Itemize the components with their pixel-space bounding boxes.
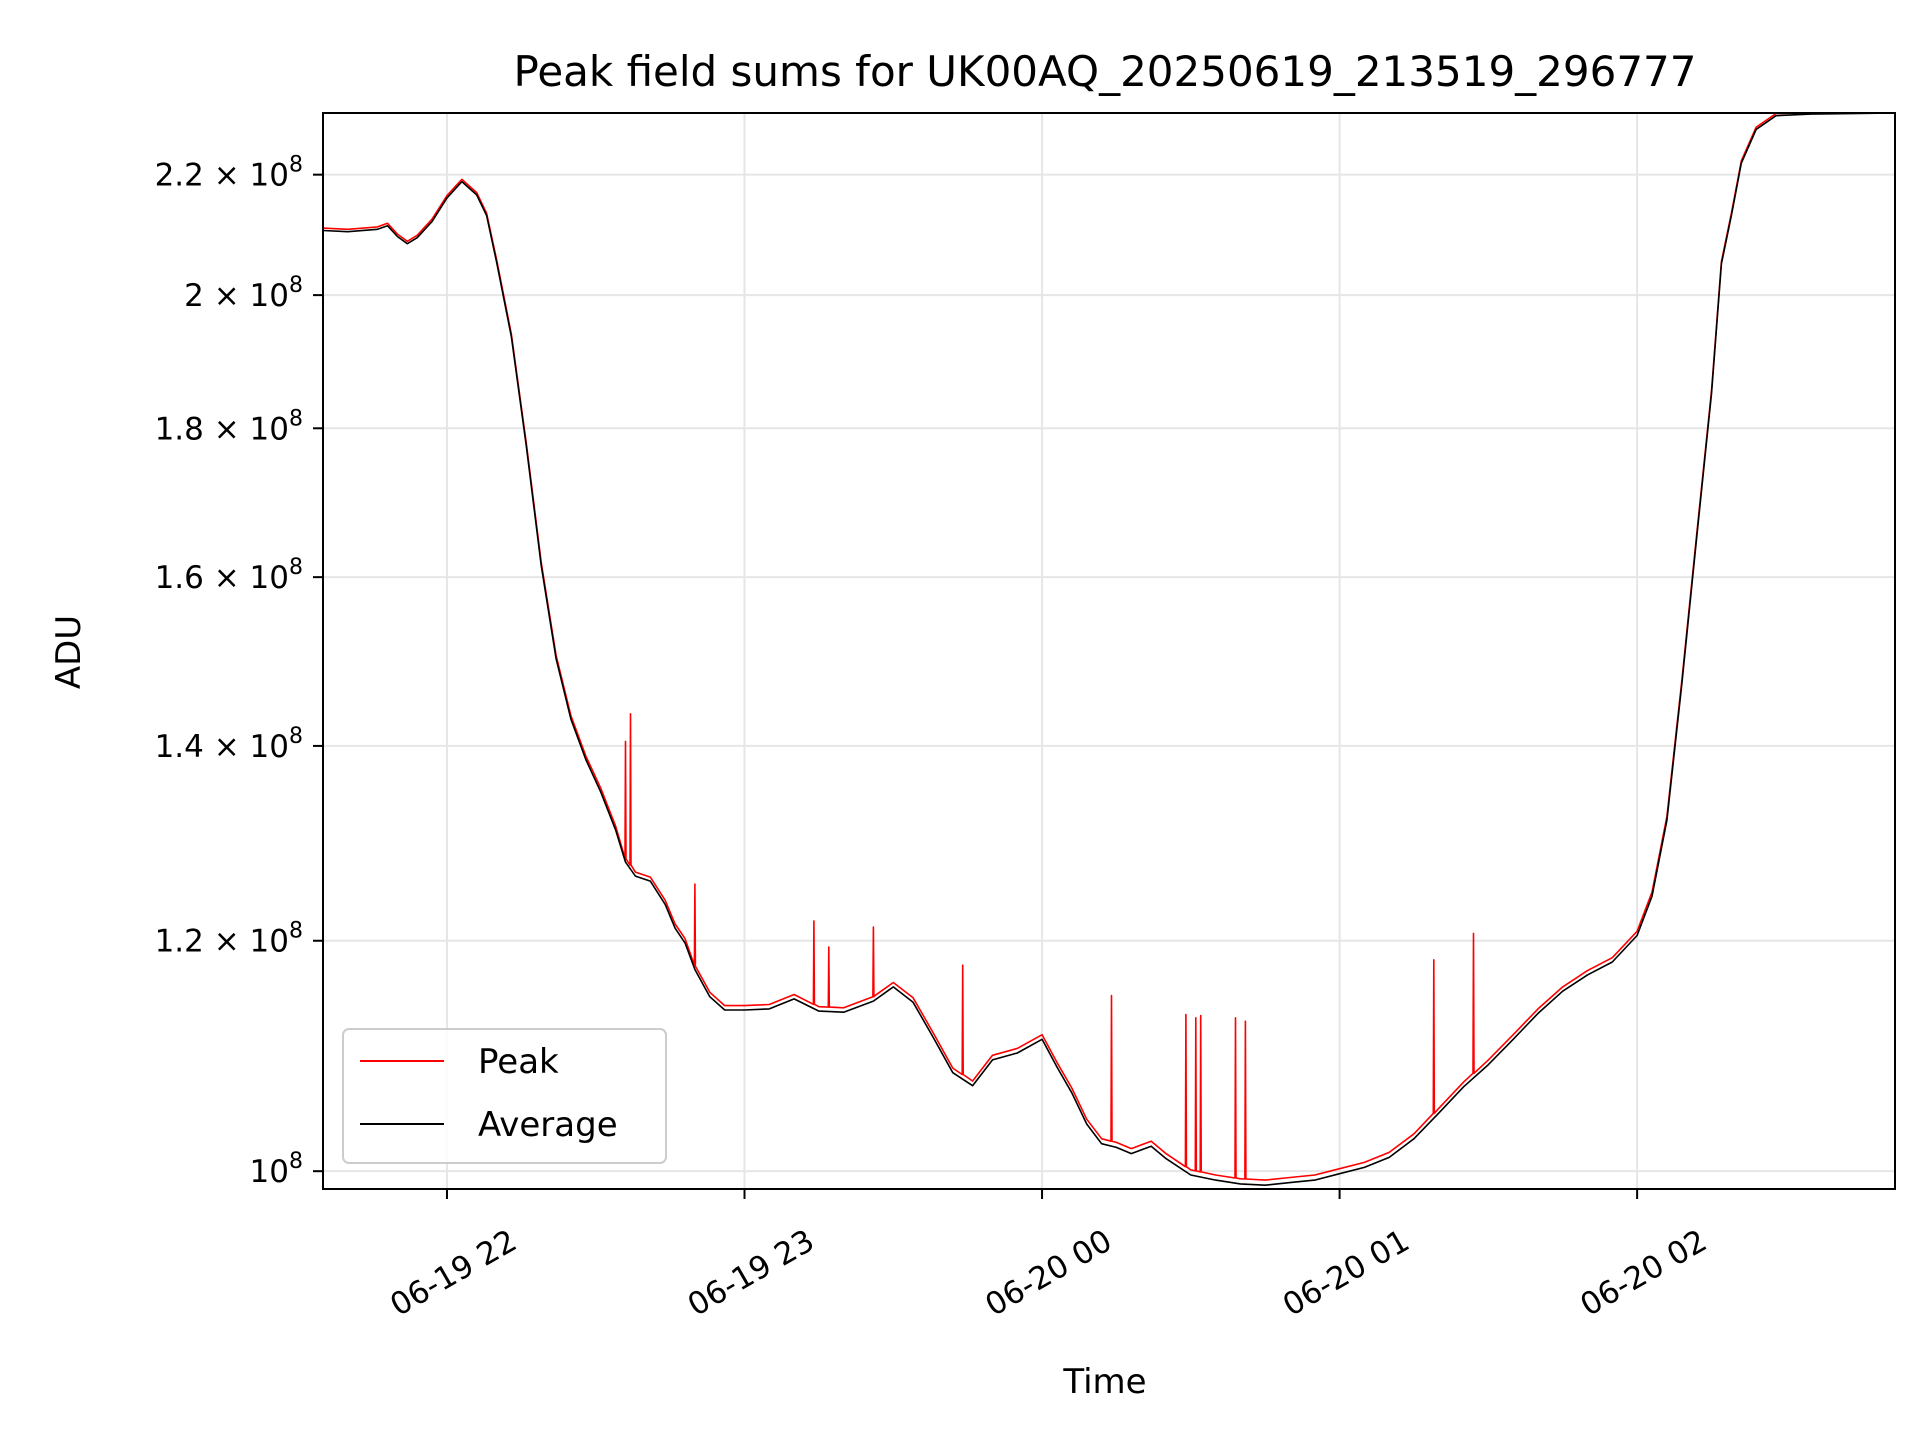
plot-lines (322, 112, 1896, 1186)
y-tick-label: 2.2 × 108 (155, 153, 303, 194)
legend: Peak Average (342, 1028, 667, 1164)
x-axis-label: Time (1062, 1362, 1146, 1402)
y-tick-label: 2 × 108 (184, 273, 303, 314)
plot-frame (322, 112, 1896, 1190)
y-axis-ticks: 108 1.2 × 108 1.4 × 108 1.6 × 108 1.8 × 108 2… (155, 153, 323, 1190)
y-tick-label: 108 (250, 1149, 303, 1190)
y-tick-label: 1.6 × 108 (155, 555, 303, 596)
legend-label-average: Average (478, 1105, 618, 1145)
y-axis-label: ADU (49, 615, 89, 689)
grid (323, 113, 1895, 1189)
y-tick-label: 1.2 × 108 (155, 919, 303, 960)
y-tick-label: 1.8 × 108 (155, 406, 303, 447)
y-tick-label: 1.4 × 108 (155, 724, 303, 765)
legend-label-peak: Peak (478, 1042, 559, 1082)
chart-title: Peak field sums for UK00AQ_20250619_2135… (513, 47, 1696, 96)
series-line-peak (322, 112, 1895, 1181)
series-line-average (322, 112, 1896, 1186)
legend-box (342, 1028, 667, 1164)
